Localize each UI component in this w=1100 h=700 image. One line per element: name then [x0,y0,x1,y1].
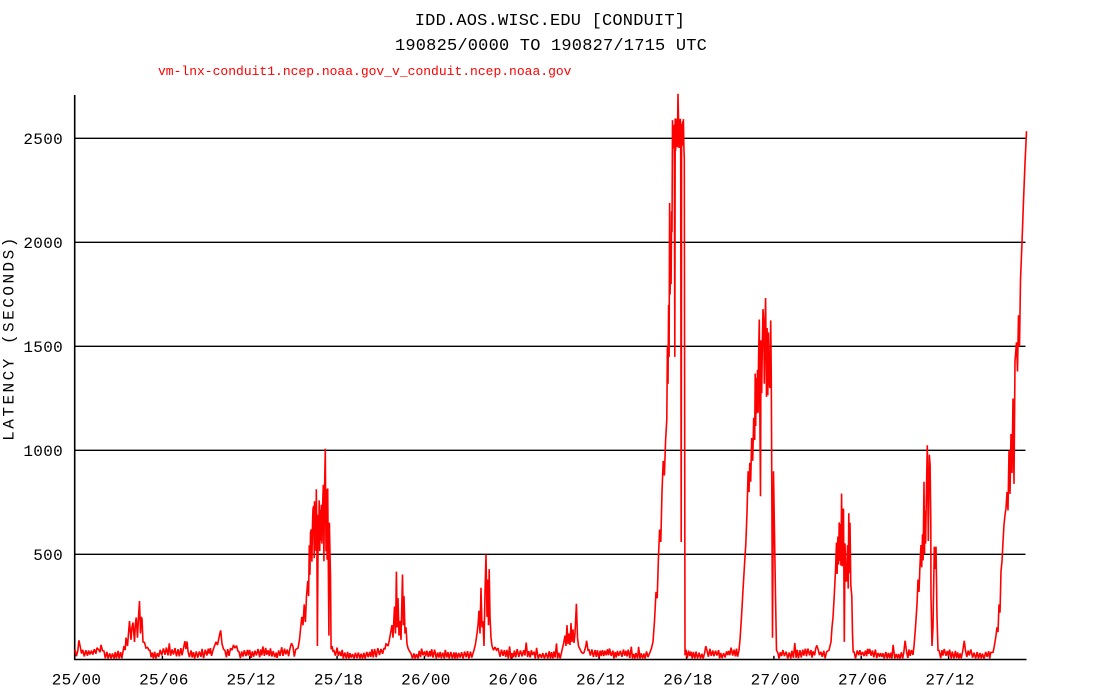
svg-text:25/12: 25/12 [226,672,276,690]
svg-text:190825/0000 TO 190827/1715 UTC: 190825/0000 TO 190827/1715 UTC [395,37,707,56]
svg-text:26/12: 26/12 [576,672,626,690]
svg-text:25/18: 25/18 [314,672,364,690]
svg-text:1500: 1500 [23,339,63,357]
svg-text:2500: 2500 [23,131,63,149]
svg-text:25/06: 25/06 [139,672,189,690]
svg-text:26/06: 26/06 [489,672,539,690]
svg-text:27/06: 27/06 [838,672,888,690]
svg-text:IDD.AOS.WISC.EDU [CONDUIT]: IDD.AOS.WISC.EDU [CONDUIT] [415,12,685,31]
svg-text:27/00: 27/00 [751,672,801,690]
svg-text:vm-lnx-conduit1.ncep.noaa.gov_: vm-lnx-conduit1.ncep.noaa.gov_v_conduit.… [158,64,572,79]
svg-text:27/12: 27/12 [925,672,975,690]
svg-text:1000: 1000 [23,443,63,461]
svg-text:2000: 2000 [23,235,63,253]
svg-text:500: 500 [33,547,63,565]
svg-text:25/00: 25/00 [52,672,102,690]
svg-text:26/00: 26/00 [401,672,451,690]
svg-text:26/18: 26/18 [663,672,713,690]
svg-text:LATENCY (SECONDS): LATENCY (SECONDS) [1,235,19,441]
